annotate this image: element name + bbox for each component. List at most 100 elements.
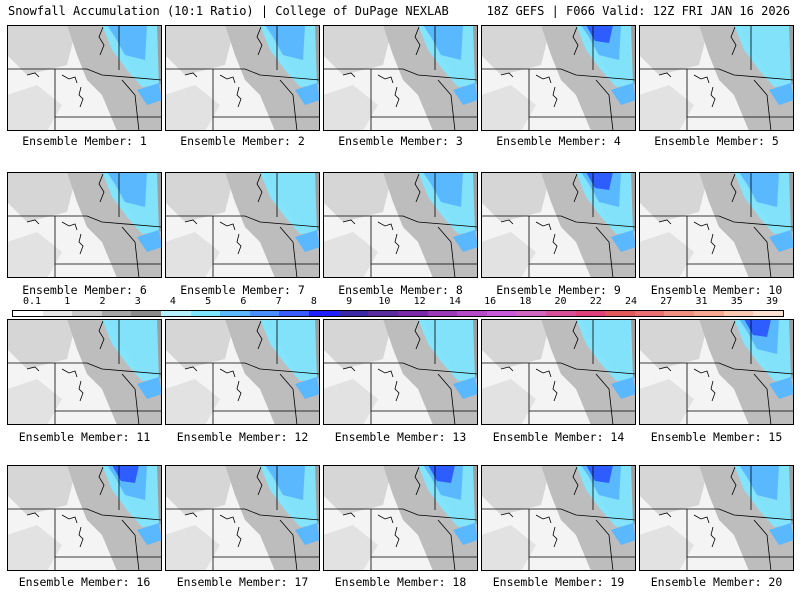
ensemble-member-label: Ensemble Member: 15 <box>650 430 783 444</box>
legend-tick-label: 1 <box>64 296 71 307</box>
legend-tick-label: 16 <box>484 296 497 307</box>
ensemble-map-panel <box>639 465 794 571</box>
ensemble-map-panel <box>639 319 794 425</box>
ensemble-map-panel <box>323 319 478 425</box>
ensemble-map-panel <box>481 319 636 425</box>
legend-tick-label: 5 <box>205 296 212 307</box>
ensemble-map-panel <box>165 465 320 571</box>
ensemble-map-panel <box>481 465 636 571</box>
ensemble-member-label: Ensemble Member: 14 <box>492 430 625 444</box>
ensemble-member-label: Ensemble Member: 17 <box>176 575 309 589</box>
legend-swatch <box>338 311 369 316</box>
legend-swatch <box>13 311 43 316</box>
snowfall-map <box>481 25 636 131</box>
snowfall-map <box>165 25 320 131</box>
ensemble-member-label: Ensemble Member: 12 <box>176 430 309 444</box>
ensemble-member-label: Ensemble Member: 16 <box>18 575 151 589</box>
ensemble-map-panel <box>639 25 794 131</box>
legend-tick-label: 0.1 <box>22 296 42 307</box>
ensemble-member-label: Ensemble Member: 19 <box>492 575 625 589</box>
legend-color-bar <box>12 310 784 317</box>
legend-tick-label: 22 <box>589 296 602 307</box>
ensemble-map-panel <box>165 319 320 425</box>
ensemble-map-panel <box>7 465 162 571</box>
legend-tick-label: 10 <box>378 296 391 307</box>
ensemble-map-panel <box>481 25 636 131</box>
ensemble-member-label: Ensemble Member: 6 <box>22 283 147 297</box>
legend-swatch <box>516 311 546 316</box>
legend-swatch <box>723 311 754 316</box>
snowfall-map <box>165 465 320 571</box>
legend-swatch <box>131 311 162 316</box>
legend-tick-label: 20 <box>554 296 567 307</box>
model-run-info: 18Z GEFS | F066 Valid: 12Z FRI JAN 16 20… <box>486 4 790 18</box>
ensemble-member-label: Ensemble Member: 10 <box>650 283 783 297</box>
snowfall-map <box>481 172 636 278</box>
snowfall-map <box>323 172 478 278</box>
legend-swatch <box>161 311 191 316</box>
legend-tick-label: 27 <box>660 296 673 307</box>
legend-swatch <box>190 311 221 316</box>
legend-tick-label: 14 <box>448 296 461 307</box>
legend-swatch <box>694 311 724 316</box>
legend-swatch <box>664 311 695 316</box>
ensemble-member-label: Ensemble Member: 8 <box>338 283 463 297</box>
legend-tick-label: 8 <box>310 296 317 307</box>
legend-swatch <box>427 311 458 316</box>
snowfall-map <box>7 319 162 425</box>
ensemble-map-panel <box>639 172 794 278</box>
snowfall-map <box>481 319 636 425</box>
legend-swatch <box>753 311 783 316</box>
map-title: Snowfall Accumulation (10:1 Ratio) | Col… <box>8 4 449 18</box>
legend-tick-label: 6 <box>240 296 247 307</box>
legend-tick-label: 31 <box>695 296 708 307</box>
ensemble-map-panel <box>7 25 162 131</box>
ensemble-map-panel <box>7 319 162 425</box>
ensemble-member-label: Ensemble Member: 9 <box>496 283 621 297</box>
snowfall-map <box>323 25 478 131</box>
legend-tick-label: 9 <box>346 296 353 307</box>
legend-tick-label: 4 <box>169 296 176 307</box>
ensemble-map-panel <box>7 172 162 278</box>
ensemble-member-label: Ensemble Member: 20 <box>650 575 783 589</box>
legend-swatch <box>545 311 576 316</box>
legend-swatch <box>101 311 132 316</box>
color-scale-legend: 0.1 1 2 3 4 5 6 7 8 9 10 12 14 16 18 20 22 24 27 31 35 39 <box>12 296 784 317</box>
ensemble-map-panel <box>165 172 320 278</box>
snowfall-map <box>7 25 162 131</box>
ensemble-member-label: Ensemble Member: 5 <box>654 134 779 148</box>
legend-swatch <box>309 311 339 316</box>
legend-tick-label: 12 <box>413 296 426 307</box>
legend-tick-label: 7 <box>275 296 282 307</box>
legend-swatch <box>457 311 487 316</box>
legend-tick-label: 2 <box>99 296 106 307</box>
legend-swatch <box>486 311 517 316</box>
snowfall-map <box>639 25 794 131</box>
ensemble-member-label: Ensemble Member: 4 <box>496 134 621 148</box>
snowfall-map <box>7 172 162 278</box>
snowfall-map <box>639 319 794 425</box>
legend-tick-label: 35 <box>730 296 743 307</box>
ensemble-member-label: Ensemble Member: 1 <box>22 134 147 148</box>
legend-swatch <box>72 311 102 316</box>
legend-swatch <box>634 311 665 316</box>
snowfall-map <box>165 319 320 425</box>
ensemble-member-label: Ensemble Member: 7 <box>180 283 305 297</box>
legend-tick-label: 39 <box>765 296 779 307</box>
legend-swatch <box>249 311 280 316</box>
legend-labels: 0.1 1 2 3 4 5 6 7 8 9 10 12 14 16 18 20 22 24 27 31 35 39 <box>12 296 784 309</box>
ensemble-map-panel <box>165 25 320 131</box>
ensemble-member-label: Ensemble Member: 18 <box>334 575 467 589</box>
snowfall-map <box>639 465 794 571</box>
ensemble-map-panel <box>481 172 636 278</box>
ensemble-member-label: Ensemble Member: 3 <box>338 134 463 148</box>
ensemble-map-panel <box>323 172 478 278</box>
snowfall-map <box>323 465 478 571</box>
snowfall-map <box>7 465 162 571</box>
snowfall-map <box>165 172 320 278</box>
ensemble-map-panel <box>323 25 478 131</box>
legend-swatch <box>605 311 635 316</box>
ensemble-member-label: Ensemble Member: 11 <box>18 430 151 444</box>
legend-swatch <box>279 311 310 316</box>
legend-swatch <box>42 311 73 316</box>
